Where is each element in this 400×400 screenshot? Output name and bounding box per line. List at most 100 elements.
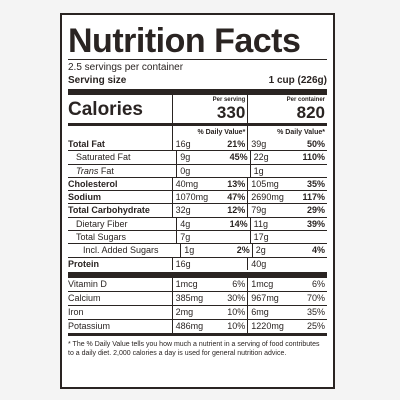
daily-value-percent: 2%: [236, 245, 250, 256]
per-serving-cell: 16g 21%: [171, 138, 248, 151]
nutrient-amount: 1mcg: [251, 278, 274, 289]
potassium-row: Potassium 486mg 10% 1220mg 25%: [68, 318, 327, 333]
daily-value-percent: 13%: [227, 178, 246, 189]
nutrient-name: Total Carbohydrate: [68, 205, 150, 216]
nutrient-amount: 105mg: [251, 178, 279, 189]
cholesterol-row: Cholesterol 40mg 13% 105mg 35%: [68, 176, 327, 191]
per-serving-cell: 32g 12%: [171, 204, 248, 217]
nutrient-name: Total Fat: [68, 139, 105, 149]
serving-size-label: Serving size: [68, 75, 127, 86]
nutrient-table: Total Fat 16g 21% 39g 50% Saturated Fat 9g 45% 2…: [68, 138, 327, 270]
daily-value-percent: 117%: [302, 192, 325, 203]
nutrient-amount: 9g: [180, 152, 191, 163]
per-container-cell: 2690mg 117%: [247, 191, 327, 204]
daily-value-header-container: % Daily Value*: [247, 126, 327, 138]
calories-divider: [68, 123, 327, 126]
nutrient-amount: 2690mg: [251, 192, 284, 203]
calories-per-serving-cell: Per serving 330: [171, 95, 248, 123]
nutrient-amount: 11g: [253, 218, 269, 229]
trans-fat-row: Trans Fat 0g 1g: [68, 163, 327, 177]
calories-per-container: 820: [296, 103, 325, 122]
nutrient-name-cell: Protein: [68, 258, 172, 270]
per-serving-cell: 9g 45%: [176, 151, 249, 164]
daily-value-percent: 35%: [306, 178, 325, 189]
nutrient-name-cell: Incl. Added Sugars: [68, 244, 180, 256]
daily-value-percent: 70%: [306, 292, 325, 303]
per-serving-cell: 1mcg 6%: [171, 277, 248, 291]
daily-value-percent: 47%: [227, 192, 246, 203]
daily-value-percent: 6%: [311, 278, 325, 289]
nutrient-name-cell: Dietary Fiber: [68, 218, 176, 230]
calories-per-serving: 330: [216, 103, 246, 122]
per-serving-cell: 16g: [171, 257, 248, 270]
daily-value-percent: 10%: [227, 320, 246, 331]
iron-row: Iron 2mg 10% 6mg 35%: [68, 304, 327, 319]
daily-value-percent: 21%: [227, 139, 246, 149]
daily-value-percent: 10%: [227, 306, 246, 317]
nutrient-name: Protein: [68, 258, 100, 269]
per-container-cell: 1mcg 6%: [247, 277, 327, 291]
per-container-cell: 40g: [247, 257, 327, 270]
daily-value-percent: 14%: [229, 218, 248, 229]
nutrient-amount: 1220mg: [251, 320, 284, 331]
nutrient-name-cell: Total Fat: [68, 138, 172, 150]
total-sugars-row: Total Sugars 7g 17g: [68, 230, 327, 244]
per-container-header: Per container: [286, 97, 325, 103]
nutrient-amount: 32g: [175, 205, 191, 216]
per-serving-cell: 486mg 10%: [171, 319, 248, 333]
nutrient-name: Iron: [68, 306, 84, 317]
nutrient-amount: 79g: [251, 205, 267, 216]
nutrient-name-cell: Saturated Fat: [68, 151, 176, 163]
nutrient-amount: 17g: [253, 232, 269, 243]
per-serving-cell: 4g 14%: [176, 217, 249, 231]
daily-value-header-text: % Daily Value*: [197, 128, 246, 136]
saturated-fat-row: Saturated Fat 9g 45% 22g 110%: [68, 150, 327, 164]
daily-value-percent: 39%: [306, 218, 325, 229]
daily-value-header-row: % Daily Value* % Daily Value*: [68, 126, 327, 138]
nutrient-name-cell: Total Carbohydrate: [68, 204, 172, 216]
daily-value-percent: 25%: [306, 320, 325, 331]
per-serving-cell: 1g 2%: [180, 244, 251, 257]
nutrient-amount: 40mg: [175, 178, 199, 189]
nutrient-name: Vitamin D: [68, 278, 107, 289]
per-container-cell: 22g 110%: [249, 151, 327, 164]
nutrient-amount: 1g: [184, 245, 195, 256]
nutrient-name-cell: Iron: [68, 306, 172, 319]
daily-value-percent: 29%: [306, 205, 325, 216]
nutrient-amount: 40g: [251, 258, 267, 269]
nutrient-amount: 385mg: [175, 292, 204, 303]
nutrient-name: Dietary Fiber: [76, 218, 128, 229]
per-container-cell: 39g 50%: [247, 138, 327, 151]
nutrient-amount: 1mcg: [175, 278, 198, 289]
nutrient-amount: 22g: [253, 152, 269, 163]
daily-value-percent: 30%: [227, 292, 246, 303]
incl-added-sugars-row: Incl. Added Sugars 1g 2% 2g 4%: [68, 243, 327, 257]
per-container-cell: 6mg 35%: [247, 305, 327, 319]
daily-value-percent: 4%: [311, 245, 325, 256]
total-fat-row: Total Fat 16g 21% 39g 50%: [68, 138, 327, 151]
nutrient-divider: [68, 271, 327, 278]
sodium-row: Sodium 1070mg 47% 2690mg 117%: [68, 190, 327, 204]
daily-value-percent: 35%: [306, 306, 325, 317]
daily-value-spacer: [68, 126, 172, 138]
calories-per-container-cell: Per container 820: [247, 95, 327, 123]
protein-row: Protein 16g 40g: [68, 256, 327, 270]
daily-value-percent: 6%: [232, 278, 246, 289]
calories-label: Calories: [68, 99, 143, 120]
nutrient-name: Cholesterol: [68, 178, 118, 189]
per-container-cell: 1g: [249, 164, 327, 177]
nutrient-name-cell: Calcium: [68, 292, 172, 305]
nutrient-name-cell: Cholesterol: [68, 178, 172, 190]
serving-size-value: 1 cup (226g): [268, 75, 327, 86]
nutrient-name-cell: Potassium: [68, 320, 172, 333]
calories-row: Calories Per serving 330 Per container 8…: [68, 95, 327, 123]
nutrient-amount: 2mg: [175, 306, 194, 317]
vitamin-d-row: Vitamin D 1mcg 6% 1mcg 6%: [68, 277, 327, 291]
nutrition-facts-panel: Nutrition Facts 2.5 servings per contain…: [60, 13, 335, 389]
per-serving-cell: 0g: [176, 164, 249, 177]
per-container-cell: 11g 39%: [249, 217, 327, 231]
nutrient-name: Sodium: [68, 192, 101, 203]
daily-value-header-serving: % Daily Value*: [171, 126, 248, 138]
per-container-cell: 17g: [249, 231, 327, 244]
nutrient-amount: 16g: [175, 139, 191, 149]
